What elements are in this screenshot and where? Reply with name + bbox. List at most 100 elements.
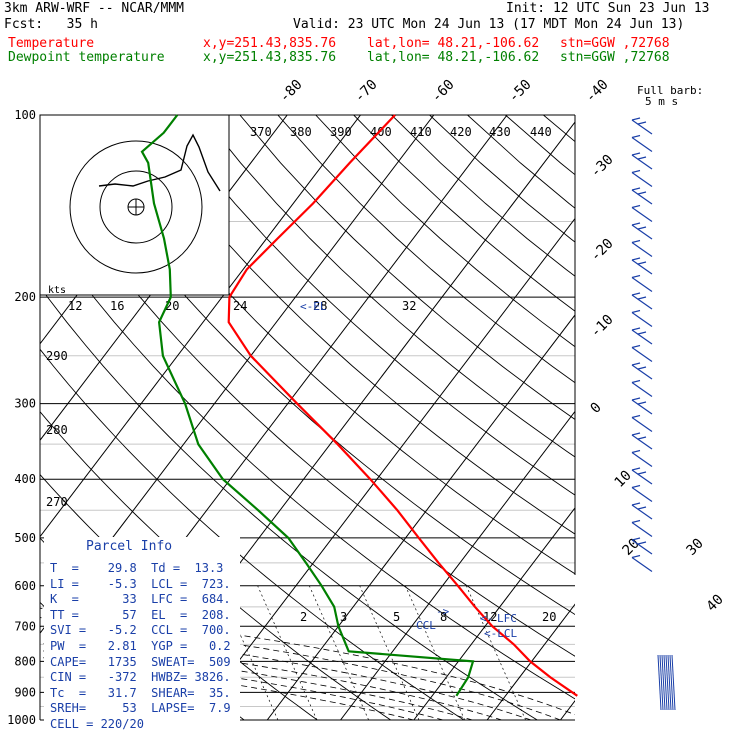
hodograph-ring-label: 32 — [402, 299, 416, 313]
forecast-hour: Fcst: 35 h — [4, 17, 98, 32]
wind-barb-flag — [631, 309, 641, 314]
wind-barb-flag — [631, 484, 641, 489]
wind-barb-flag — [637, 436, 647, 440]
wind-barb-low — [661, 654, 666, 711]
wind-barb-flag — [631, 397, 641, 401]
level-markers: CCL -> LFC <- <-LCL <-EL — [300, 300, 517, 640]
moist-adiabat — [40, 617, 561, 720]
theta-tick-label: 290 — [46, 349, 68, 363]
ccl-label: CCL — [416, 619, 436, 632]
isotherm-line — [707, 115, 740, 720]
dry-adiabat — [353, 115, 575, 312]
dewpoint-latlon: lat,lon= 48.21,-106.62 — [367, 50, 540, 65]
wind-barb — [631, 172, 653, 187]
wind-barb-column — [631, 117, 676, 711]
wind-barb-flag — [631, 467, 641, 471]
dry-adiabat — [40, 286, 538, 720]
dry-adiabat — [125, 115, 575, 535]
wind-barb-flag — [631, 274, 641, 279]
wind-barb-low — [667, 654, 672, 711]
pressure-tick-label: 500 — [14, 531, 36, 545]
wind-barb-flag — [631, 344, 641, 349]
wind-barb-flag — [631, 257, 641, 261]
parcel-info-row: TT = 57 EL = 208. — [50, 607, 231, 622]
parcel-info-row: CAPE= 1735 SWEAT= 509 — [50, 654, 231, 669]
wind-barb — [631, 154, 653, 170]
hodograph-ring-label: 16 — [110, 299, 124, 313]
temperature-legend-label: Temperature — [8, 36, 95, 51]
parcel-info-row: PW = 2.81 YGP = 0.2 — [50, 639, 231, 653]
wind-barb-flag — [631, 379, 641, 384]
temperature-top-tick-label: -50 — [506, 77, 535, 106]
isotherm-line — [340, 410, 575, 720]
temperature-right-tick-label: 10 — [612, 468, 635, 491]
wind-barb-flag — [631, 222, 641, 226]
wind-barb-flag — [631, 169, 641, 174]
wind-barb — [631, 364, 653, 380]
dry-adiabat — [391, 115, 575, 277]
wind-barb — [631, 452, 653, 467]
wind-barb — [631, 207, 653, 222]
isotherm-line — [40, 115, 361, 538]
wind-barb-flag — [631, 117, 641, 121]
wind-barb-flag — [631, 152, 641, 156]
pressure-tick-label: 700 — [14, 619, 36, 633]
el-marker-label: <-EL — [300, 300, 327, 313]
wind-barb-flag — [631, 362, 641, 366]
hodograph-ring-label: 12 — [68, 299, 82, 313]
parcel-info-row: K = 33 LFC = 684. — [50, 592, 231, 607]
wind-barb-low — [659, 654, 664, 711]
moist-adiabat-lines — [40, 585, 575, 720]
wind-barb-flag — [631, 187, 641, 191]
dry-adiabat — [163, 115, 575, 496]
init-time: Init: 12 UTC Sun 23 Jun 13 — [506, 1, 710, 16]
wind-barb — [631, 399, 653, 415]
wind-barb-flag — [637, 261, 647, 265]
dewpoint-profile — [140, 114, 475, 697]
pressure-tick-label: 800 — [14, 654, 36, 668]
lcl-label: <-LCL — [484, 627, 517, 640]
wind-barb-low — [671, 654, 676, 711]
lfc-label: LFC — [497, 612, 517, 625]
wind-barb-flag — [631, 432, 641, 436]
pressure-tick-label: 600 — [14, 579, 36, 593]
hodograph-units-label: kts — [48, 285, 66, 296]
temperature-top-tick-label: -60 — [429, 77, 458, 106]
temperature-right-tick-label: -20 — [588, 236, 617, 265]
wind-barb — [631, 329, 653, 345]
wind-barb-flag — [631, 239, 641, 244]
parcel-info-panel: Parcel Info T = 29.8 Td = 13.3 LI = -5.3 … — [44, 537, 240, 735]
wind-barb — [631, 539, 653, 555]
dry-adiabat — [429, 115, 575, 243]
mixing-ratio-tick-label: 5 — [393, 610, 400, 624]
temperature-latlon: lat,lon= 48.21,-106.62 — [367, 36, 540, 51]
wind-barb — [631, 119, 653, 135]
dewpoint-station: stn=GGW ,72768 — [560, 50, 670, 65]
theta-e-tick-label: 380 — [290, 125, 312, 139]
wind-barb-flag — [631, 414, 641, 419]
temperature-top-tick-label: -80 — [277, 77, 306, 106]
wind-barb — [631, 312, 653, 327]
wind-barb — [631, 277, 653, 292]
theta-e-tick-label: 370 — [250, 125, 272, 139]
wind-barb-flag — [637, 471, 647, 475]
wind-barb-flag — [637, 331, 647, 335]
hodograph-ring-outer — [69, 140, 203, 274]
wind-barb-flag — [637, 541, 647, 545]
pressure-tick-label: 300 — [14, 397, 36, 411]
wind-barb-low — [669, 654, 674, 711]
temperature-xy: x,y=251.43,835.76 — [203, 36, 337, 51]
wind-barb — [631, 434, 653, 450]
wind-barb-flag — [631, 519, 641, 524]
mixing-ratio-tick-label: 3 — [340, 610, 347, 624]
dry-adiabat — [87, 115, 575, 575]
mixing-ratio-tick-label: 20 — [542, 610, 556, 624]
isotherm-line — [634, 115, 740, 720]
mixing-ratio-line — [257, 585, 318, 720]
dry-adiabat — [581, 115, 740, 720]
parcel-info-row: CELL = 220/20 — [50, 717, 144, 731]
wind-barb-low — [663, 654, 668, 711]
wind-barb-flag — [631, 204, 641, 209]
theta-e-tick-label: 440 — [530, 125, 552, 139]
wind-barb — [631, 504, 653, 520]
